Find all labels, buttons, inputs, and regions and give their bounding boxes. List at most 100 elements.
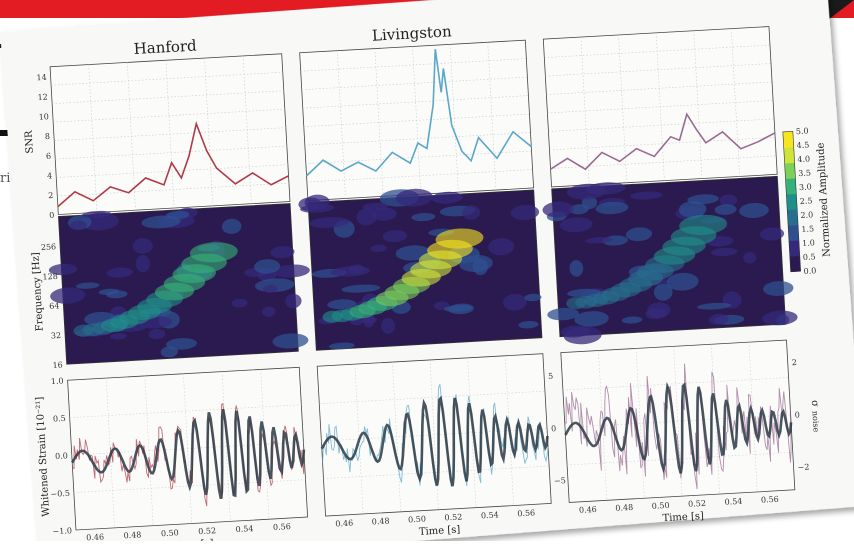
- strain-gridline-h: [319, 390, 545, 405]
- strain-gridline-v: [467, 357, 477, 508]
- spectrogram-blob: [763, 281, 794, 296]
- snr-gridline-h: [56, 164, 288, 178]
- spectrogram-blob: [542, 201, 574, 218]
- noise-ylabel-sub: noise: [810, 411, 820, 433]
- spectrogram-blob: [110, 332, 127, 340]
- strain-xtick-label: 0.50: [161, 528, 179, 538]
- spectrogram-blob: [559, 217, 593, 233]
- colorbar-tick-label: 1.0: [802, 238, 815, 248]
- spectrogram-blob: [273, 264, 310, 278]
- spectrogram-blob: [472, 257, 488, 276]
- spectrogram-blob: [98, 288, 120, 296]
- spectrogram-panel-1: [48, 203, 310, 365]
- snr-gridline-h: [53, 108, 285, 123]
- snr-gridline-h: [305, 150, 532, 164]
- spectrogram-blob: [462, 205, 481, 220]
- spectrogram-blob: [263, 284, 278, 293]
- strain-xtick-label: 0.46: [335, 519, 353, 529]
- colorbar-tick-label: 2.5: [800, 196, 813, 206]
- strain-gridline-v: [221, 371, 231, 522]
- snr-gridline-v: [412, 46, 422, 195]
- spectrogram-blob: [132, 238, 153, 254]
- colorbar-tick-label: 3.0: [799, 182, 812, 192]
- spectrogram-blob: [585, 237, 613, 244]
- snr-series-line-1: [57, 121, 289, 208]
- strain-gridline-v: [429, 359, 439, 510]
- snr-gridline-v: [693, 30, 703, 179]
- snr-panel-1: Hanford 0 2 4 6 8 10 12 14 SNR: [24, 37, 291, 220]
- strain-xtick-label: 0.48: [123, 530, 141, 540]
- frequency-ylabel: Frequency [Hz]: [30, 252, 45, 332]
- strain-xtick-label: 0.56: [517, 508, 535, 518]
- strain-xtick-label: 0.50: [652, 501, 670, 511]
- spectrogram-blob: [678, 201, 707, 218]
- spectrogram-blob: [443, 304, 473, 312]
- frequency-ytick-label: 128: [42, 272, 58, 282]
- spectrogram-blob: [762, 310, 798, 326]
- snr-gridline-v: [487, 42, 497, 191]
- spectrogram-blob: [81, 210, 112, 219]
- strain-panel-1: 0.46 0.48 0.50 0.52 0.54 0.56 Time [s] −1.0 −0.5…: [34, 366, 309, 541]
- strain-xtick-label: 0.56: [761, 495, 779, 505]
- spectrogram-blob: [148, 328, 166, 340]
- colorbar-segment: [788, 240, 800, 257]
- spectrogram-blob: [106, 267, 133, 278]
- spectrogram-blob: [503, 293, 527, 311]
- spectrogram-blob: [298, 197, 321, 211]
- strain-xtick-label: 0.54: [235, 524, 253, 534]
- strain-ytick-label: 1.0: [51, 376, 64, 386]
- spectrogram-blob: [759, 227, 785, 241]
- snr-gridline-h: [52, 90, 284, 104]
- strain-panel-2: 0.46 0.48 0.50 0.52 0.54 0.56 Time [s] −5 0 5: [316, 353, 566, 538]
- spectrogram-blob: [272, 333, 309, 349]
- snr-gridline-v: [731, 28, 740, 177]
- strain-xtick-label: 0.52: [444, 512, 462, 522]
- spectrogram-blob: [595, 201, 629, 215]
- snr-gridline-h: [302, 95, 529, 109]
- spectrogram-blob: [372, 207, 397, 221]
- spectrogram-blob: [363, 316, 377, 324]
- strain-xtick-label: 0.54: [481, 510, 499, 520]
- strain-gridline-v: [144, 375, 154, 526]
- spectrogram-blob: [69, 220, 87, 231]
- spectrogram-blob: [141, 215, 181, 229]
- spectrogram-blob: [510, 205, 540, 221]
- strain-right-ytick-label: −2: [797, 462, 809, 472]
- frequency-ytick-label: 64: [49, 301, 60, 311]
- snr-gridline-v: [165, 60, 175, 209]
- colorbar-segment: [788, 224, 799, 242]
- strain-xtick-label: 0.56: [273, 522, 291, 532]
- snr-gridline-v: [580, 37, 590, 185]
- spectrogram-blob: [328, 342, 355, 350]
- chirp-track: [679, 214, 728, 235]
- spectrogram-blob: [743, 252, 757, 264]
- spectrogram-blob: [341, 284, 381, 293]
- colorbar-segment: [782, 131, 794, 148]
- strain-xtick-label: 0.48: [615, 503, 633, 513]
- colorbar-segment: [785, 177, 797, 195]
- colorbar-tick-label: 4.5: [796, 140, 809, 150]
- colorbar-segment: [783, 146, 795, 164]
- spectrogram-blob: [382, 230, 408, 243]
- spectrogram-blob: [574, 311, 609, 327]
- spectrogram-blob: [75, 282, 100, 289]
- spectrogram-blob: [488, 238, 515, 256]
- colorbar-frame: [782, 131, 801, 273]
- snr-ytick-label: 2: [48, 191, 54, 200]
- colorbar-segment: [784, 162, 796, 179]
- snr-gridline-v: [655, 32, 665, 181]
- strain-xtick-label: 0.52: [198, 526, 216, 536]
- colorbar-tick-label: 0.5: [803, 252, 816, 262]
- spectrogram-blob: [50, 287, 86, 304]
- panels-group: Hanford 0 2 4 6 8 10 12 14 SNR Livingston 16 32 64 128…: [24, 22, 833, 541]
- strain-right-ytick-label: 5: [548, 372, 554, 381]
- spectrogram-blob: [262, 306, 276, 317]
- spectrogram-blob: [714, 204, 737, 215]
- snr-ytick-label: 0: [49, 211, 55, 220]
- spectrogram-panel-2: [298, 188, 543, 351]
- spectrogram-panel-3: [542, 175, 798, 345]
- snr-gridline-v: [242, 55, 252, 204]
- colorbar-tick-label: 5.0: [796, 126, 809, 136]
- strain-gridline-v: [392, 362, 402, 512]
- snr-ytick-label: 4: [47, 171, 53, 180]
